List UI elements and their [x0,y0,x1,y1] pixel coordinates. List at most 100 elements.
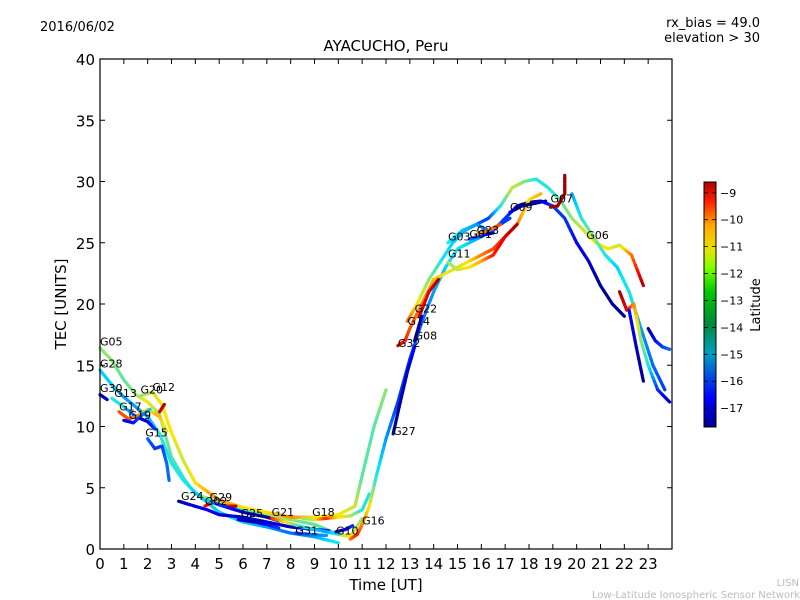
colorbar-label: Latitude [749,278,764,332]
series-g23 [474,222,502,236]
series-segment [418,314,424,322]
series-segment [104,397,109,402]
satellite-label-g18: G18 [312,506,335,519]
satellite-label-g19: G19 [129,409,152,422]
satellite-label-g05: G05 [100,336,123,349]
satellite-label-g27: G27 [393,425,416,438]
series-g28 [98,368,340,545]
x-tick-label: 0 [95,555,105,573]
series-segment [513,222,519,229]
series-segment [147,407,152,412]
satellite-label-g03: G03 [448,230,471,243]
elevation-label: elevation > 30 [664,31,760,46]
satellite-label-g06: G06 [586,229,609,242]
series-g27 [391,345,417,436]
series-segment [640,373,646,383]
x-tick-label: 17 [496,555,515,573]
x-tick-label: 11 [353,555,372,573]
series-segment [666,398,672,404]
series-segment [639,278,646,288]
x-tick-label: 5 [214,555,224,573]
x-tick-label: 2 [143,555,153,573]
x-tick-label: 6 [238,555,248,573]
satellite-label-g20: G20 [141,383,164,396]
satellite-label-g16: G16 [362,515,385,528]
y-axis: 0 5 10 15 20 25 30 35 40 [76,51,672,559]
x-tick-label: 3 [167,555,177,573]
satellite-label-g24: G24 [181,490,204,503]
satellite-label-g15: G15 [145,426,168,439]
y-axis-label: TEC [UNITS] [52,259,70,351]
series-segment [161,402,166,408]
y-tick-label: 10 [76,419,95,437]
x-tick-label: 21 [591,555,610,573]
series-segment [382,388,388,398]
series-g12 [157,402,166,414]
series-arc_late2 [627,308,646,383]
y-tick-label: 30 [76,174,95,192]
series-segment [358,516,364,524]
colorbar-ticks: −9 −10 −11 −12 −13 −14 −15 −16 −17 [704,187,743,415]
series-segment [349,524,355,528]
x-tick-label: 12 [376,555,395,573]
satellite-label-g21: G21 [272,506,295,519]
series-segment [163,427,169,433]
x-tick-label: 15 [448,555,467,573]
colorbar-tick-label: −13 [720,294,743,307]
satellite-label-g28: G28 [100,358,123,371]
x-tick-label: 8 [286,555,296,573]
colorbar-tick-label: −12 [720,268,743,281]
y-tick-label: 25 [76,235,95,253]
series-segment [537,192,543,197]
series-g22 [417,277,441,318]
satellite-label-g14: G14 [407,315,430,328]
series-g11 [446,222,519,272]
colorbar-tick-label: −15 [720,348,743,361]
colorbar [703,181,717,428]
series-g20 [138,388,388,519]
satellite-label-g11: G11 [448,247,471,260]
series-g19 [122,407,152,425]
series-arc_late1 [617,290,672,404]
satellite-label-g32: G32 [398,337,421,350]
x-tick-label: 4 [191,555,201,573]
series-segment [620,312,626,318]
date-label: 2016/06/02 [40,20,115,35]
x-tick-label: 14 [424,555,443,573]
footer-org-long: Low-Latitude Ionospheric Sensor Network [592,590,800,600]
series-g21 [270,516,340,536]
footer-org-short: LISN [777,578,799,589]
y-tick-label: 0 [85,541,95,559]
chart-title: AYACUCHO, Peru [323,37,448,55]
series-g08 [413,314,424,343]
y-tick-label: 40 [76,51,95,69]
series-arc_late3 [646,326,672,351]
y-tick-label: 5 [85,480,95,498]
satellite-label-g02: G02 [205,495,228,508]
x-tick-label: 18 [519,555,538,573]
satellite-label-g10: G10 [336,524,359,537]
x-tick-label: 20 [567,555,586,573]
series-segment [366,492,371,499]
series-g07 [548,173,567,209]
x-tick-label: 7 [262,555,272,573]
plot-area [98,173,672,545]
satellite-label-g09: G09 [510,201,533,214]
series-g10 [334,524,355,534]
satellite-label-g22: G22 [415,303,438,316]
x-tick-label: 22 [615,555,634,573]
series-segment [496,222,502,227]
y-tick-label: 35 [76,112,95,130]
y-tick-label: 15 [76,357,95,375]
colorbar-tick-label: −17 [720,402,743,415]
y-tick-label: 20 [76,296,95,314]
satellite-label-g30: G30 [100,382,123,395]
satellite-label-g17: G17 [119,401,142,414]
series-g01 [467,231,495,241]
satellite-label-g23: G23 [477,224,500,237]
colorbar-tick-label: −10 [720,214,743,227]
x-axis-label: Time [UT] [348,576,422,594]
satellite-label-g31: G31 [295,524,318,537]
